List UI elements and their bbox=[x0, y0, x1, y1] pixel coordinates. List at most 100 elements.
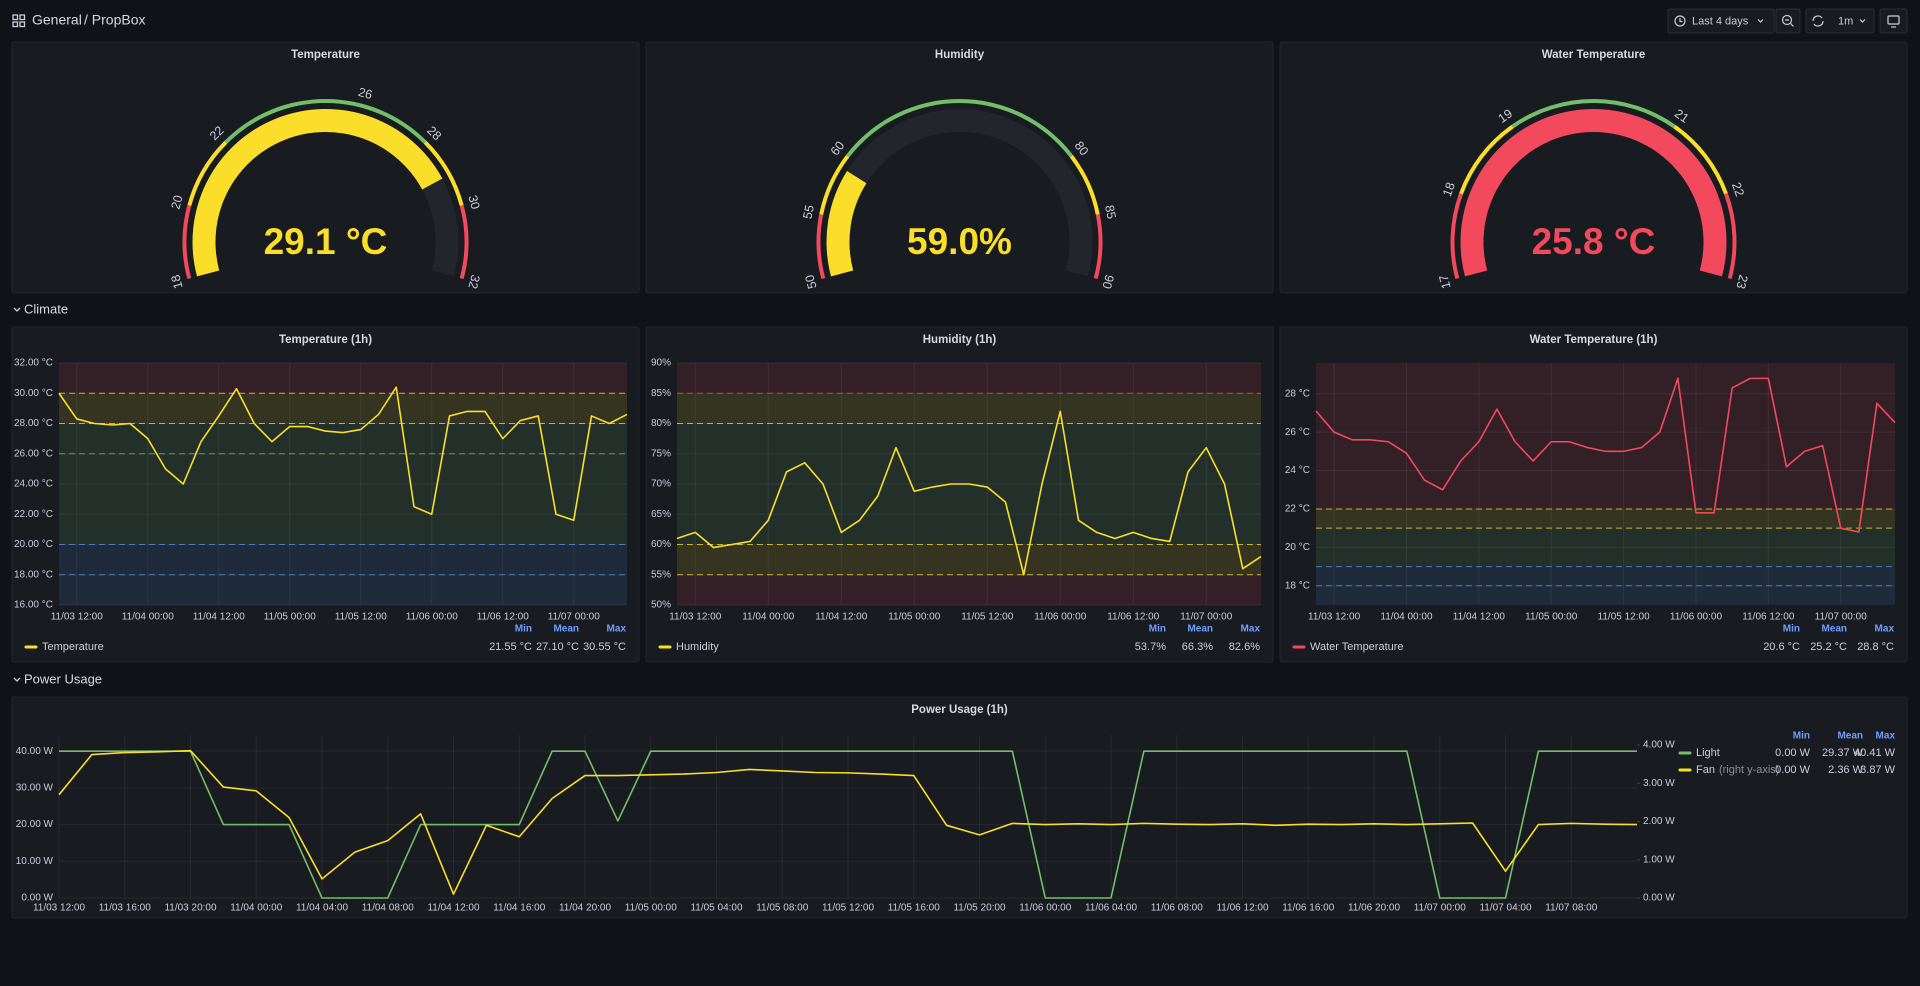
y-tick-label: 22.00 °C bbox=[14, 509, 53, 520]
apps-icon[interactable] bbox=[12, 14, 26, 28]
legend-stat: 0.00 W bbox=[1775, 764, 1810, 776]
gauge-tick-label: 90 bbox=[1099, 273, 1116, 290]
x-tick-label: 11/07 00:00 bbox=[1180, 612, 1233, 623]
y-tick-label: 65% bbox=[651, 509, 671, 520]
gauge-tick-label: 32 bbox=[465, 273, 482, 290]
legend-stat: 29.37 W bbox=[1822, 747, 1864, 759]
time-picker[interactable] bbox=[1667, 8, 1775, 34]
gauge-track bbox=[826, 109, 1093, 277]
row-chevron[interactable] bbox=[13, 677, 21, 682]
y-tick-label: 18 °C bbox=[1285, 580, 1310, 591]
y-tick-label: 20.00 W bbox=[16, 819, 54, 830]
gauge-tick-label: 18 bbox=[168, 273, 185, 290]
gauge-tick-label: 22 bbox=[1729, 181, 1747, 199]
y2-tick-label: 4.00 W bbox=[1643, 740, 1675, 751]
legend-header: Mean bbox=[1187, 624, 1213, 635]
x-tick-label: 11/07 04:00 bbox=[1479, 903, 1532, 914]
panel bbox=[11, 696, 1908, 919]
threshold-band bbox=[677, 363, 1261, 394]
legend-name[interactable]: Light bbox=[1696, 747, 1720, 759]
x-tick-label: 11/03 12:00 bbox=[51, 612, 104, 623]
legend-stat: 27.10 °C bbox=[536, 641, 579, 653]
threshold-band bbox=[1316, 508, 1895, 529]
kiosk-button[interactable] bbox=[1879, 8, 1908, 34]
threshold-band bbox=[1316, 528, 1895, 567]
row-title[interactable]: Climate bbox=[24, 301, 68, 316]
legend-stat: 25.2 °C bbox=[1810, 641, 1847, 653]
threshold-band bbox=[423, 140, 464, 207]
y-tick-label: 20.00 °C bbox=[14, 539, 53, 550]
y-tick-label: 32.00 °C bbox=[14, 358, 53, 369]
x-tick-label: 11/05 12:00 bbox=[822, 903, 875, 914]
x-tick-label: 11/05 00:00 bbox=[888, 612, 941, 623]
threshold-band bbox=[1459, 124, 1514, 195]
legend-name[interactable]: Humidity bbox=[676, 641, 719, 653]
legend-header: Min bbox=[1793, 731, 1810, 742]
chevron bbox=[1859, 19, 1866, 23]
breadcrumb-page[interactable]: / PropBox bbox=[84, 12, 145, 28]
gauge-tick-label: 26 bbox=[357, 85, 374, 102]
x-tick-label: 11/04 00:00 bbox=[122, 612, 175, 623]
threshold-band bbox=[846, 98, 1073, 158]
row-chevron[interactable] bbox=[13, 307, 21, 312]
legend-stat: 82.6% bbox=[1229, 641, 1260, 653]
x-tick-label: 11/05 12:00 bbox=[335, 612, 388, 623]
x-tick-label: 11/06 12:00 bbox=[1107, 612, 1160, 623]
refresh-interval[interactable]: 1m bbox=[1838, 15, 1853, 27]
threshold-band bbox=[459, 204, 469, 280]
x-tick-label: 11/04 12:00 bbox=[815, 612, 868, 623]
panel-title: Temperature (1h) bbox=[279, 334, 372, 346]
legend-name[interactable]: Water Temperature bbox=[1310, 641, 1404, 653]
time-range[interactable]: Last 4 days bbox=[1692, 15, 1749, 27]
legend-name[interactable]: Temperature bbox=[42, 641, 104, 653]
row-title[interactable]: Power Usage bbox=[24, 671, 102, 686]
gauge-tick-label: 18 bbox=[1440, 180, 1458, 198]
gauge-tick-label: 50 bbox=[802, 273, 819, 290]
gauge-tick-label: 55 bbox=[801, 204, 817, 220]
y-tick-label: 20 °C bbox=[1285, 542, 1310, 553]
threshold-band bbox=[1093, 214, 1103, 280]
y-tick-label: 26 °C bbox=[1285, 427, 1310, 438]
series-line bbox=[1315, 377, 1896, 533]
y-tick-label: 16.00 °C bbox=[14, 600, 53, 611]
refresh-icon bbox=[1812, 15, 1824, 27]
panel bbox=[1279, 326, 1908, 663]
x-tick-label: 11/05 00:00 bbox=[264, 612, 317, 623]
y2-tick-label: 3.00 W bbox=[1643, 778, 1675, 789]
threshold-band bbox=[182, 204, 192, 280]
legend-stat: 53.7% bbox=[1135, 641, 1166, 653]
legend-name[interactable]: Fan bbox=[1696, 764, 1715, 776]
y2-tick-label: 1.00 W bbox=[1643, 854, 1675, 865]
x-tick-label: 11/07 00:00 bbox=[1815, 612, 1868, 623]
gauge-value-arc bbox=[1460, 108, 1727, 277]
series-line bbox=[58, 749, 1638, 895]
x-tick-label: 11/03 12:00 bbox=[33, 903, 86, 914]
threshold-band bbox=[677, 544, 1261, 575]
legend-stat: 0.00 W bbox=[1775, 747, 1810, 759]
x-tick-label: 11/05 00:00 bbox=[1525, 612, 1578, 623]
x-tick-label: 11/05 00:00 bbox=[625, 903, 678, 914]
threshold-band bbox=[224, 99, 427, 144]
x-tick-label: 11/04 00:00 bbox=[230, 903, 283, 914]
chevron bbox=[1757, 19, 1764, 23]
x-tick-label: 11/06 00:00 bbox=[1019, 903, 1072, 914]
y-tick-label: 70% bbox=[651, 479, 671, 490]
series-line bbox=[58, 386, 628, 522]
x-tick-label: 11/07 08:00 bbox=[1545, 903, 1598, 914]
zoom-out-button[interactable] bbox=[1775, 8, 1801, 34]
panel-title: Power Usage (1h) bbox=[911, 704, 1008, 716]
breadcrumb-root[interactable]: General bbox=[32, 12, 82, 28]
refresh-picker[interactable] bbox=[1805, 8, 1875, 34]
legend-stat: 66.3% bbox=[1182, 641, 1213, 653]
gauge-value: 59.0% bbox=[907, 221, 1012, 262]
threshold-band bbox=[1724, 193, 1737, 280]
legend-header: Mean bbox=[1837, 731, 1863, 742]
gauge-value: 25.8 °C bbox=[1532, 221, 1656, 262]
legend-header: Max bbox=[1241, 624, 1261, 635]
series-line bbox=[676, 410, 1262, 576]
gauge-tick-label: 17 bbox=[1436, 273, 1453, 290]
y-tick-label: 30.00 W bbox=[16, 783, 54, 794]
x-tick-label: 11/04 12:00 bbox=[1453, 612, 1506, 623]
